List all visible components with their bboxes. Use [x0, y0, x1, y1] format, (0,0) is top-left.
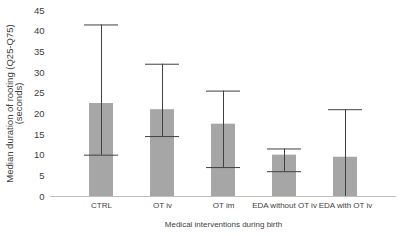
- svg-text:25: 25: [34, 87, 45, 98]
- svg-text:CTRL: CTRL: [91, 201, 112, 210]
- svg-text:35: 35: [34, 46, 45, 57]
- svg-text:Median duration of rooting (Q2: Median duration of rooting (Q25-Q75)(sec…: [4, 24, 25, 182]
- svg-text:OT im: OT im: [213, 201, 235, 210]
- svg-text:OT iv: OT iv: [153, 201, 172, 210]
- svg-text:Medical interventions during b: Medical interventions during birth: [165, 220, 282, 229]
- svg-text:30: 30: [34, 67, 45, 78]
- svg-text:EDA with OT iv: EDA with OT iv: [319, 201, 373, 210]
- svg-text:5: 5: [39, 170, 44, 181]
- svg-text:20: 20: [34, 108, 45, 119]
- svg-text:EDA without OT iv: EDA without OT iv: [252, 201, 317, 210]
- svg-text:15: 15: [34, 129, 45, 140]
- svg-text:40: 40: [34, 25, 45, 36]
- svg-text:10: 10: [34, 149, 45, 160]
- svg-text:0: 0: [39, 191, 44, 202]
- svg-text:45: 45: [34, 5, 45, 16]
